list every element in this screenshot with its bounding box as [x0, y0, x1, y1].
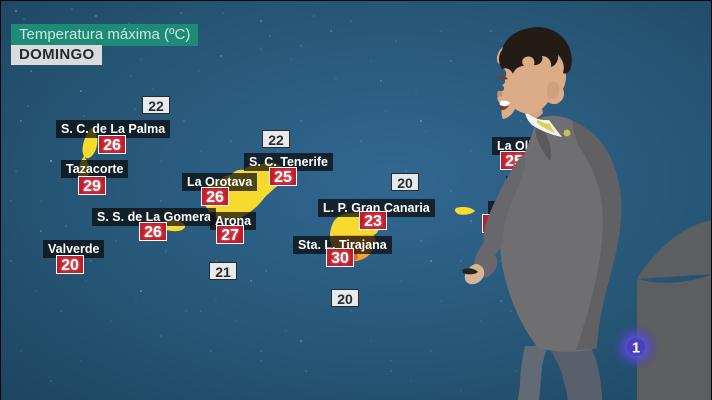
svg-text:1: 1	[632, 340, 640, 357]
